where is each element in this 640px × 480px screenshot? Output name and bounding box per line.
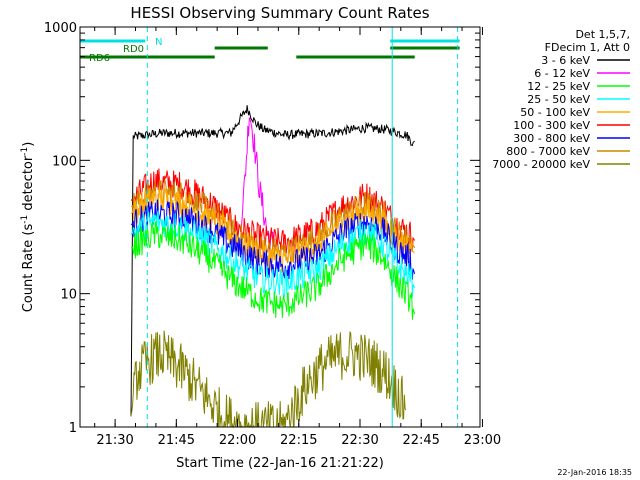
- series-line-8: [130, 330, 407, 429]
- y-tick-label-2: 100: [52, 154, 77, 169]
- legend-entry-label-5: 100 - 300 keV: [513, 119, 590, 132]
- legend-entry-label-4: 50 - 100 keV: [520, 106, 590, 119]
- y-axis-label-end: ): [21, 142, 36, 147]
- legend-entry-label-2: 12 - 25 keV: [527, 80, 590, 93]
- x-tick-label-0: 21:30: [96, 433, 133, 448]
- legend-entry-label-3: 25 - 50 keV: [527, 93, 590, 106]
- x-tick-label-3: 22:15: [280, 433, 317, 448]
- y-axis-label-sup1: -1: [20, 215, 30, 224]
- x-axis-label: Start Time (22-Jan-16 21:21:22): [176, 456, 384, 471]
- legend-header-fdecim: FDecim 1, Att 0: [545, 41, 630, 54]
- x-tick-label-6: 23:00: [464, 433, 501, 448]
- x-tick-label-1: 21:45: [158, 433, 195, 448]
- y-axis-ticks: 1 10 100 1000: [44, 21, 480, 436]
- y-axis-label: Count Rate (s-1 detector-1): [20, 142, 36, 313]
- y-tick-label-1: 10: [60, 288, 77, 303]
- legend-entry-label-1: 6 - 12 keV: [534, 67, 590, 80]
- y-axis-label-mid: detector: [21, 155, 36, 215]
- series-line-4: [130, 185, 416, 274]
- x-tick-label-5: 22:45: [402, 433, 439, 448]
- series-line-0: [130, 105, 415, 417]
- y-tick-label-0: 1: [69, 421, 77, 436]
- chart-title: HESSI Observing Summary Count Rates: [130, 4, 429, 22]
- y-axis-label-main: Count Rate (s: [21, 224, 36, 313]
- flag-bars: N RD0 RD6: [80, 37, 460, 64]
- legend-entry-label-6: 300 - 800 keV: [513, 132, 590, 145]
- y-axis-label-sup2: -1: [20, 147, 30, 156]
- x-tick-label-4: 22:30: [341, 433, 378, 448]
- footer-timestamp: 22-Jan-2016 18:35: [557, 468, 632, 477]
- plot-frame: [79, 26, 481, 428]
- flag-label-2: RD6: [89, 53, 110, 64]
- series-line-5: [130, 199, 416, 280]
- legend-header-det: Det 1,5,7,: [575, 28, 630, 41]
- series-line-6: [130, 209, 416, 300]
- legend-entry-label-7: 800 - 7000 keV: [506, 145, 590, 158]
- legend-entry-label-0: 3 - 6 keV: [541, 54, 590, 67]
- flag-label-0: N: [155, 37, 162, 48]
- y-tick-label-3: 1000: [44, 21, 77, 36]
- series-line-7: [130, 220, 416, 320]
- flag-label-1: RD0: [123, 44, 144, 55]
- plot-data-area: [130, 105, 416, 429]
- x-axis-ticks: 21:30 21:45 22:00 22:15 22:30 22:45 23:00: [94, 27, 501, 448]
- legend-entry-label-8: 7000 - 20000 keV: [492, 158, 590, 171]
- x-tick-label-2: 22:00: [219, 433, 256, 448]
